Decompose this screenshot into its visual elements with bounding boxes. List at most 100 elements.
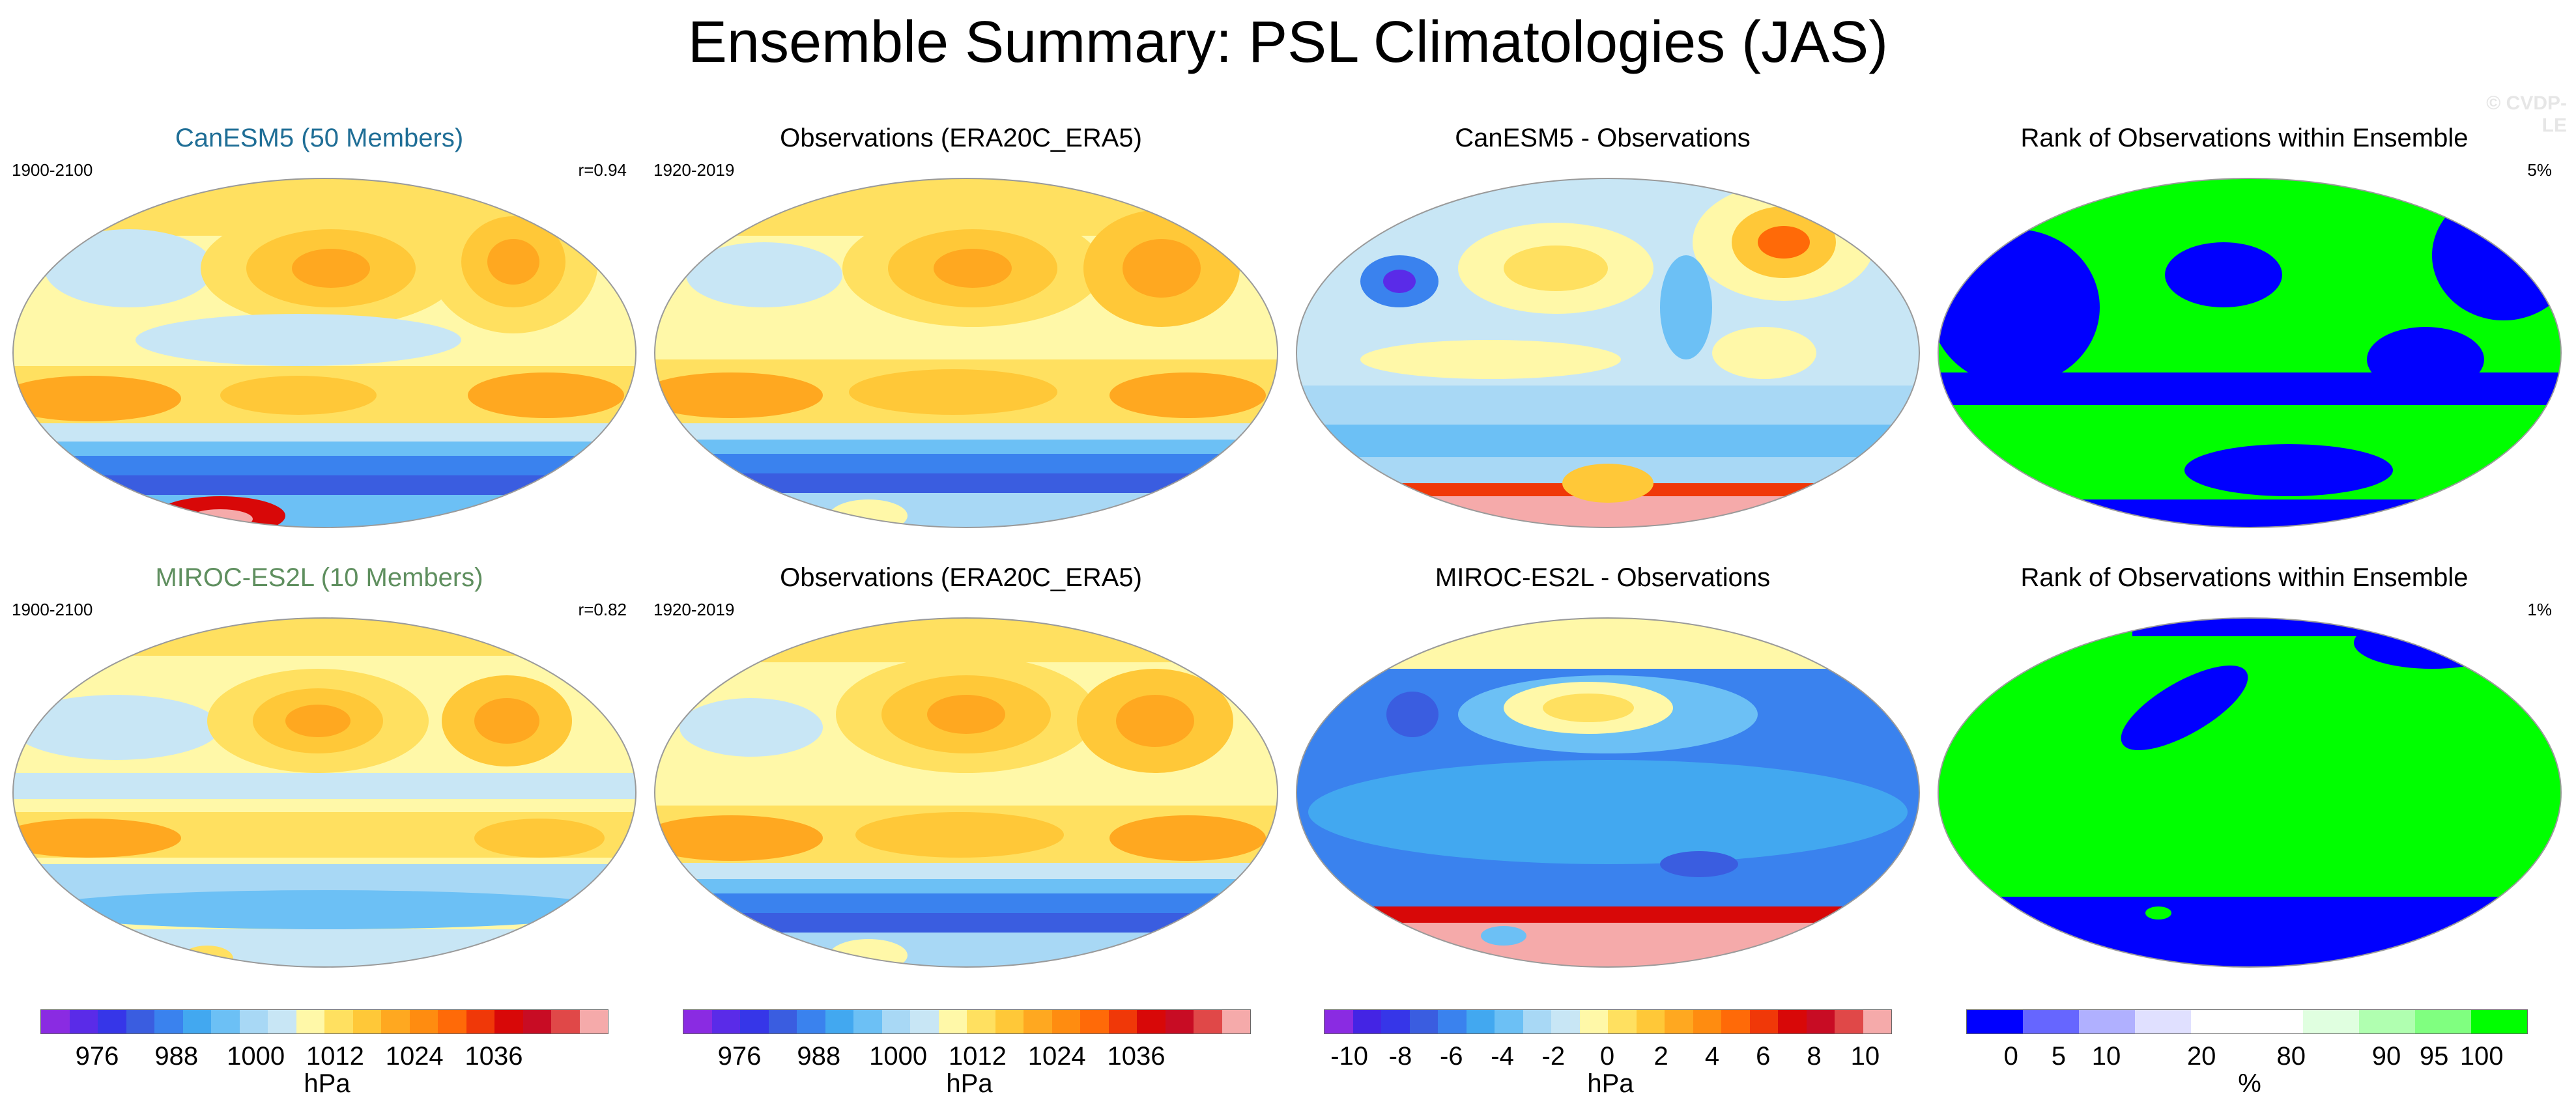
colorbar-swatch (881, 1010, 910, 1033)
colorbar-swatch (211, 1010, 240, 1033)
colorbar-swatch (1523, 1010, 1551, 1033)
period-label: 1900-2100 (12, 160, 93, 180)
colorbar-swatches (1324, 1009, 1892, 1034)
colorbar-tick-label: 0 (1599, 1042, 1615, 1071)
colorbar-unit: % (2238, 1069, 2261, 1098)
colorbar-swatch (2415, 1010, 2471, 1033)
colorbar-swatch (352, 1010, 381, 1033)
colorbar-swatch (938, 1010, 967, 1033)
colorbar-swatch (1721, 1010, 1750, 1033)
colorbar-tick-label: 988 (797, 1042, 841, 1071)
colorbar-swatch (1052, 1010, 1080, 1033)
colorbar-swatch (409, 1010, 438, 1033)
correlation-label: r=0.94 (578, 160, 627, 180)
panel-obs-climatology-1: Observations (ERA20C_ERA5) 1920-2019 (642, 104, 1280, 547)
psl-map (12, 617, 637, 968)
period-label: 1920-2019 (653, 160, 735, 180)
colorbar-swatch (1495, 1010, 1523, 1033)
panel-title: Rank of Observations within Ensemble (2020, 124, 2469, 152)
colorbar-swatch (551, 1010, 580, 1033)
colorbar-tick-label: 80 (2276, 1042, 2306, 1071)
figure-title: Ensemble Summary: PSL Climatologies (JAS… (687, 10, 1889, 75)
panel-model1-difference: CanESM5 - Observations (1283, 104, 1922, 547)
panel-title: CanESM5 - Observations (1455, 124, 1751, 152)
colorbar-swatch (438, 1010, 466, 1033)
colorbar-swatch (2135, 1010, 2191, 1033)
colorbar-swatch (1636, 1010, 1665, 1033)
colorbar-swatch (768, 1010, 797, 1033)
colorbar-swatches (40, 1009, 608, 1034)
colorbar-tick-label: -6 (1439, 1042, 1463, 1071)
colorbar-swatch (2023, 1010, 2079, 1033)
colorbar-tick-label: 5 (2051, 1042, 2067, 1071)
colorbar-psl-2: 976 988 1000 1012 1024 1036 hPa (683, 1009, 1256, 1107)
panel-model2-climatology: MIROC-ES2L (10 Members) 1900-2100 r=0.82 (0, 544, 638, 987)
colorbar-swatch (711, 1010, 740, 1033)
colorbar-swatch (324, 1010, 353, 1033)
colorbar-tick-label: 988 (154, 1042, 199, 1071)
colorbar-tick-label: 8 (1807, 1042, 1822, 1071)
colorbar-swatch (239, 1010, 268, 1033)
colorbar-swatch (381, 1010, 410, 1033)
panel-model2-difference: MIROC-ES2L - Observations (1283, 544, 1922, 987)
colorbar-swatch (126, 1010, 154, 1033)
colorbar-swatch (41, 1010, 70, 1033)
period-label: 1920-2019 (653, 600, 735, 619)
colorbar-tick-label: 10 (2091, 1042, 2121, 1071)
period-label: 1900-2100 (12, 600, 93, 619)
colorbar-tick-label: 1024 (1027, 1042, 1086, 1071)
colorbar-swatch (494, 1010, 523, 1033)
panel-obs-climatology-2: Observations (ERA20C_ERA5) 1920-2019 (642, 544, 1280, 987)
colorbar-tick-label: -4 (1491, 1042, 1514, 1071)
colorbar-swatch (995, 1010, 1023, 1033)
panel-title: Rank of Observations within Ensemble (2020, 563, 2469, 592)
colorbar-tick-label: 1024 (385, 1042, 444, 1071)
colorbar-tick-label: 10 (1850, 1042, 1880, 1071)
colorbar-swatch (2303, 1010, 2359, 1033)
colorbar-swatch (579, 1010, 608, 1033)
colorbar-tick-label: 1000 (869, 1042, 928, 1071)
colorbar-psl-1: 976 988 1000 1012 1024 1036 hPa (40, 1009, 614, 1107)
colorbar-unit: hPa (946, 1069, 993, 1098)
colorbar-swatch (1863, 1010, 1891, 1033)
colorbar-tick-label: 0 (2003, 1042, 2018, 1071)
colorbar-tick-label: 90 (2371, 1042, 2401, 1071)
colorbar-unit: hPa (304, 1069, 351, 1098)
colorbar-swatch (1608, 1010, 1637, 1033)
colorbar-swatch (1409, 1010, 1438, 1033)
colorbar-swatch (2247, 1010, 2303, 1033)
colorbar-swatch (1749, 1010, 1778, 1033)
colorbar-swatch (1381, 1010, 1410, 1033)
difference-map (1296, 617, 1920, 968)
colorbar-swatch (1806, 1010, 1835, 1033)
colorbar-swatch (1466, 1010, 1495, 1033)
colorbar-tick-label: 4 (1704, 1042, 1720, 1071)
colorbar-tick-label: 1036 (465, 1042, 523, 1071)
colorbar-swatch (1194, 1010, 1222, 1033)
colorbar-swatch (1835, 1010, 1863, 1033)
colorbar-swatch (910, 1010, 939, 1033)
watermark: © CVDP-LE (2486, 92, 2567, 136)
colorbar-rank: 0 5 10 20 80 90 95 100 % (1966, 1009, 2533, 1107)
colorbar-swatch (182, 1010, 211, 1033)
colorbar-tick-label: 976 (717, 1042, 762, 1071)
colorbar-swatch (1579, 1010, 1608, 1033)
rank-map (1938, 178, 2562, 528)
colorbar-swatch (154, 1010, 183, 1033)
colorbar-swatch (1778, 1010, 1807, 1033)
panel-title: Observations (ERA20C_ERA5) (780, 124, 1142, 152)
colorbar-swatch (740, 1010, 769, 1033)
rank-map (1938, 617, 2562, 968)
colorbar-swatch (1438, 1010, 1467, 1033)
colorbar-swatch (683, 1010, 712, 1033)
colorbar-tick-label: 976 (75, 1042, 119, 1071)
colorbar-tick-label: 1012 (306, 1042, 364, 1071)
colorbar-swatch (1352, 1010, 1381, 1033)
colorbar-swatch (1080, 1010, 1109, 1033)
colorbar-swatch (522, 1010, 551, 1033)
colorbar-tick-label: -8 (1388, 1042, 1412, 1071)
colorbar-swatch (1023, 1010, 1052, 1033)
panel-title: MIROC-ES2L (10 Members) (155, 563, 483, 592)
colorbar-swatch (1967, 1010, 2023, 1033)
panel-title: MIROC-ES2L - Observations (1435, 563, 1771, 592)
